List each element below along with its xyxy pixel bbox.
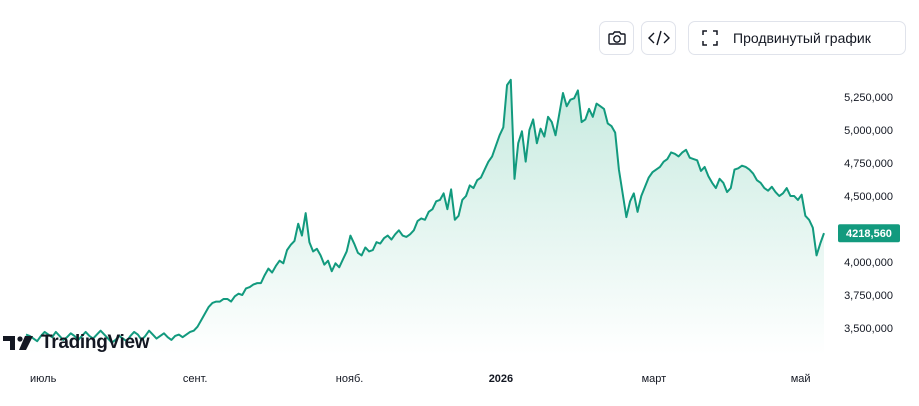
advanced-chart-label: Продвинутый график [733, 30, 871, 46]
last-price-label: 4218,560 [846, 228, 892, 240]
y-axis: 3,500,0003,750,0004,000,0004,250,0004,50… [844, 92, 893, 335]
price-series-line [25, 78, 825, 344]
y-tick-label: 5,250,000 [844, 92, 893, 104]
tradingview-logo-text: TradingView [41, 332, 150, 353]
tradingview-logo[interactable]: TradingView [3, 332, 150, 354]
y-tick-label: 3,750,000 [844, 290, 893, 302]
y-tick-label: 5,000,000 [844, 125, 893, 137]
camera-icon [607, 31, 626, 45]
y-tick-label: 4,000,000 [844, 257, 893, 269]
x-tick-label: нояб. [336, 373, 364, 385]
y-tick-label: 3,500,000 [844, 323, 893, 335]
tradingview-logo-icon [3, 336, 33, 350]
code-icon [647, 30, 670, 46]
y-tick-label: 4,500,000 [844, 191, 893, 203]
price-area-fill [26, 79, 824, 355]
x-tick-label: сент. [183, 373, 208, 385]
last-price-tag [838, 224, 900, 243]
embed-code-button[interactable] [641, 21, 676, 55]
chart-toolbar: Продвинутый график [0, 21, 919, 57]
snapshot-button[interactable] [599, 21, 634, 55]
advanced-chart-button[interactable]: Продвинутый график [688, 21, 906, 55]
x-tick-label: май [791, 373, 811, 385]
x-tick-label: 2026 [489, 373, 513, 385]
x-tick-label: март [642, 373, 667, 385]
x-axis: июль сент. нояб. 2026 март май [30, 373, 811, 385]
fullscreen-corners-icon [702, 30, 718, 46]
x-tick-label: июль [30, 373, 57, 385]
y-tick-label: 4,750,000 [844, 158, 893, 170]
